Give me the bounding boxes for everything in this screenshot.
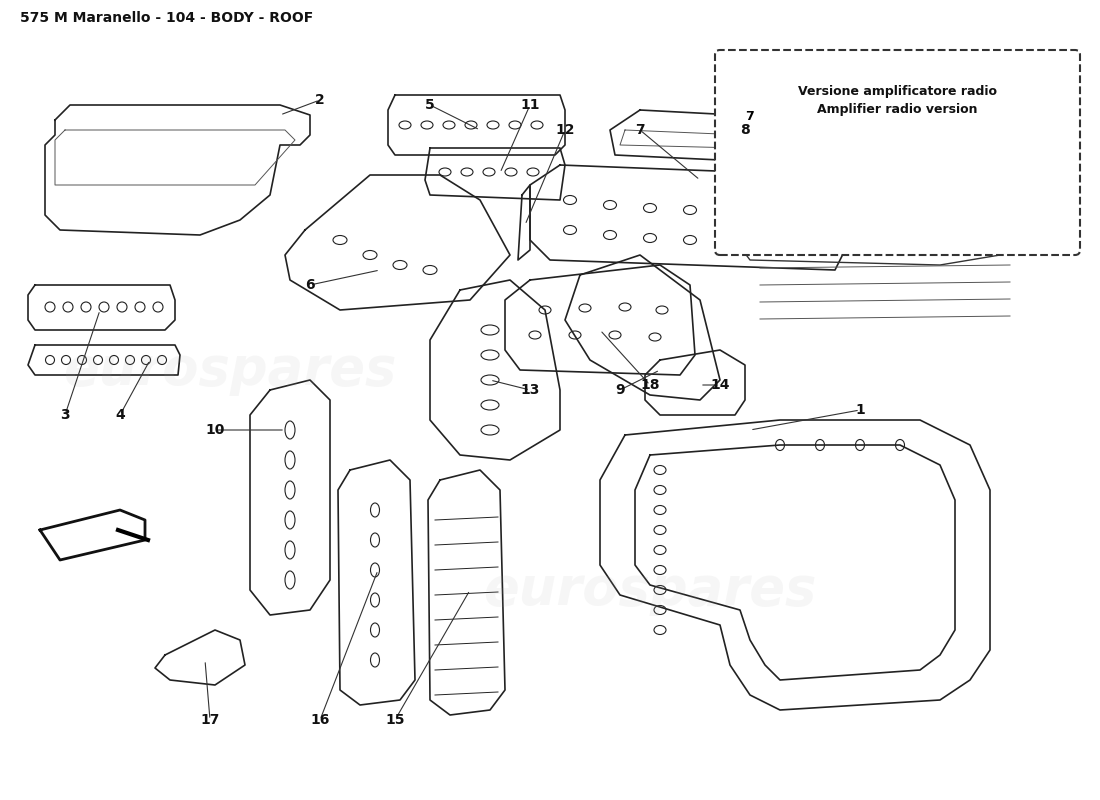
Text: 9: 9 <box>615 383 625 397</box>
Text: 7: 7 <box>746 110 755 123</box>
Text: 17: 17 <box>200 713 220 727</box>
Text: 16: 16 <box>310 713 330 727</box>
Text: 3: 3 <box>60 408 69 422</box>
Text: 2: 2 <box>315 93 324 107</box>
Text: 14: 14 <box>711 378 729 392</box>
Text: 12: 12 <box>556 123 574 137</box>
Text: eurospares: eurospares <box>483 564 816 616</box>
Text: eurospares: eurospares <box>64 344 397 396</box>
Text: 8: 8 <box>740 123 750 137</box>
Text: 1: 1 <box>855 403 865 417</box>
Text: Amplifier radio version: Amplifier radio version <box>817 103 978 116</box>
Text: 4: 4 <box>116 408 125 422</box>
Text: Versione amplificatore radio: Versione amplificatore radio <box>798 85 997 98</box>
Text: 13: 13 <box>520 383 540 397</box>
FancyBboxPatch shape <box>715 50 1080 255</box>
Text: 15: 15 <box>385 713 405 727</box>
Text: 7: 7 <box>635 123 645 137</box>
Text: 18: 18 <box>640 378 660 392</box>
Text: 6: 6 <box>305 278 315 292</box>
Text: 5: 5 <box>425 98 435 112</box>
Text: 10: 10 <box>206 423 224 437</box>
Text: 575 M Maranello - 104 - BODY - ROOF: 575 M Maranello - 104 - BODY - ROOF <box>20 11 313 25</box>
Text: 11: 11 <box>520 98 540 112</box>
